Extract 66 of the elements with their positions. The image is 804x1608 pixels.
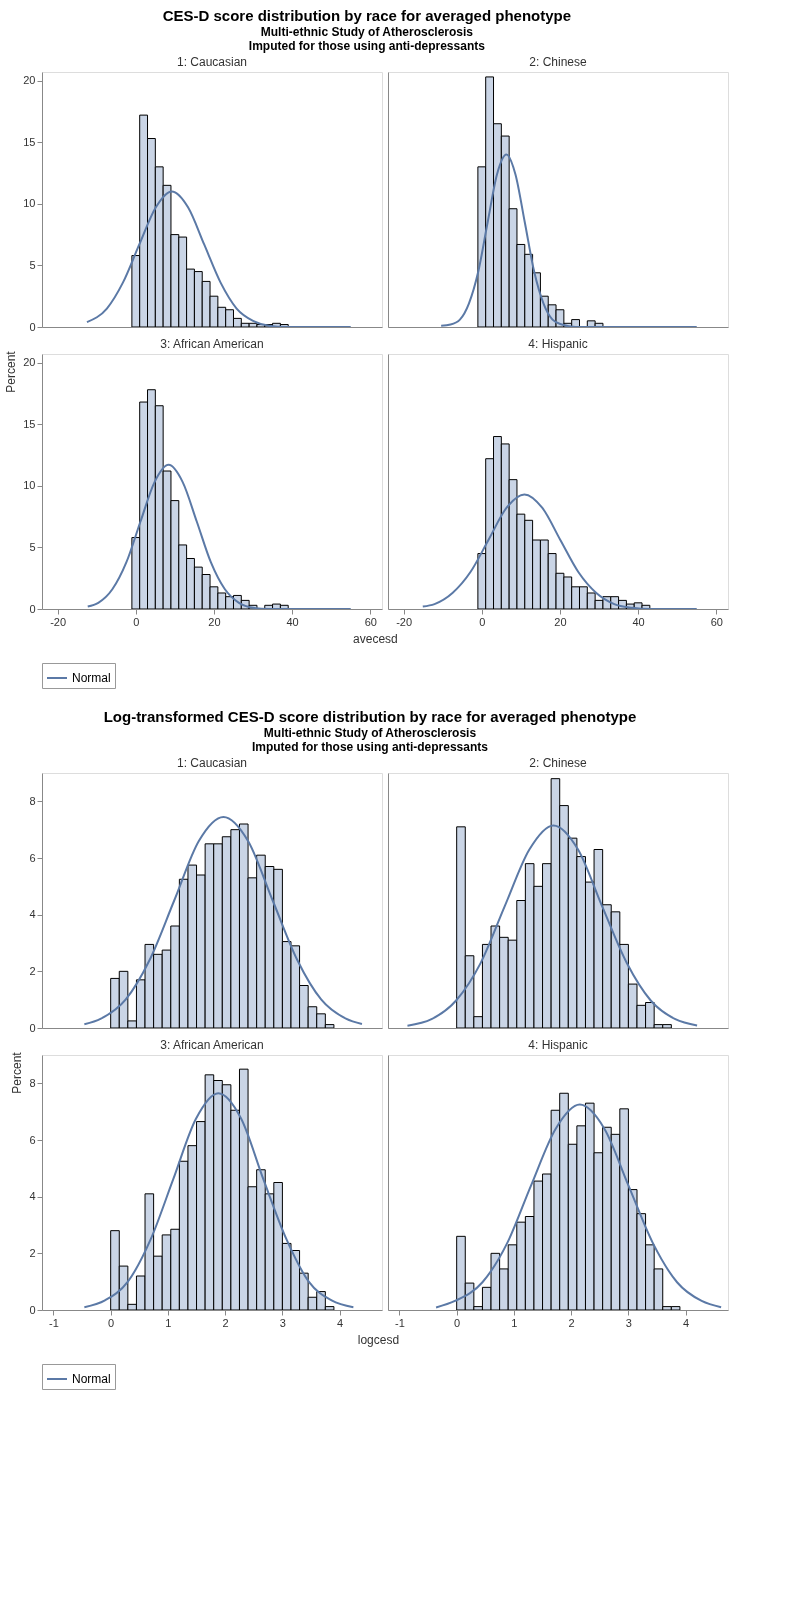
legend-label: Normal bbox=[72, 1372, 111, 1386]
text: Multi-ethnic Study of Atherosclerosis bbox=[260, 24, 474, 39]
x-tick-label: 0 bbox=[108, 1316, 115, 1329]
text: Log-transformed CES-D score distribution by race for averaged phenotype bbox=[103, 707, 637, 725]
y-axis-title: Percent bbox=[4, 350, 19, 393]
y-tick-label: 2 bbox=[29, 964, 36, 977]
y-tick-label: 20 bbox=[23, 74, 36, 87]
x-axis-title: logcesd bbox=[357, 1332, 400, 1347]
x-tick-label: 20 bbox=[208, 615, 221, 628]
x-tick-label: 4 bbox=[337, 1316, 344, 1329]
x-tick-label: 4 bbox=[683, 1316, 690, 1329]
y-tick-label: 6 bbox=[29, 851, 36, 864]
x-tick-label: 1 bbox=[165, 1316, 172, 1329]
x-tick-label: 1 bbox=[511, 1316, 518, 1329]
x-axis-title: avecesd bbox=[353, 631, 398, 646]
chart-title: 3: African American bbox=[160, 337, 264, 351]
text: Multi-ethnic Study of Atherosclerosis bbox=[263, 725, 477, 740]
line-series bbox=[83, 815, 363, 1026]
x-tick-label: 3 bbox=[625, 1316, 632, 1329]
legend-label: Normal bbox=[72, 671, 111, 685]
x-tick-label: -20 bbox=[396, 615, 413, 628]
chart-title: 2: Chinese bbox=[529, 756, 588, 770]
y-tick-label: 5 bbox=[29, 540, 36, 553]
x-tick-label: 0 bbox=[479, 615, 486, 628]
chart-title: 4: Hispanic bbox=[528, 1038, 588, 1052]
x-tick-label: 3 bbox=[279, 1316, 286, 1329]
y-tick-label: 10 bbox=[23, 197, 36, 210]
x-tick-label: 20 bbox=[554, 615, 567, 628]
y-tick-label: 0 bbox=[29, 602, 36, 615]
y-tick-label: 15 bbox=[23, 135, 36, 148]
y-tick-label: 15 bbox=[23, 417, 36, 430]
x-tick-label: 60 bbox=[710, 615, 723, 628]
x-tick-label: 40 bbox=[632, 615, 645, 628]
chart-title: 4: Hispanic bbox=[528, 337, 588, 351]
x-tick-label: 60 bbox=[364, 615, 377, 628]
y-axis-title: Percent bbox=[10, 1051, 25, 1094]
line-series bbox=[85, 190, 352, 327]
chart-title: 2: Chinese bbox=[529, 55, 588, 69]
y-tick-label: 4 bbox=[29, 908, 36, 921]
x-tick-label: 0 bbox=[133, 615, 140, 628]
y-tick-label: 0 bbox=[29, 1303, 36, 1316]
x-tick-label: -1 bbox=[49, 1316, 59, 1329]
chart-title: 1: Caucasian bbox=[176, 756, 248, 770]
line-series bbox=[83, 1092, 355, 1309]
text: CES-D score distribution by race for averaged phenotype bbox=[162, 6, 572, 24]
text: Imputed for those using anti-depressants bbox=[248, 38, 486, 53]
x-tick-label: -20 bbox=[50, 615, 67, 628]
x-tick-label: 2 bbox=[222, 1316, 229, 1329]
chart-title: 1: Caucasian bbox=[176, 55, 248, 69]
y-tick-label: 0 bbox=[29, 320, 36, 333]
x-tick-label: -1 bbox=[395, 1316, 405, 1329]
y-tick-label: 6 bbox=[29, 1133, 36, 1146]
y-tick-label: 8 bbox=[29, 1076, 36, 1089]
y-tick-label: 8 bbox=[29, 794, 36, 807]
x-tick-label: 40 bbox=[286, 615, 299, 628]
y-tick-label: 4 bbox=[29, 1190, 36, 1203]
y-tick-label: 5 bbox=[29, 258, 36, 271]
chart-title: 3: African American bbox=[160, 1038, 264, 1052]
x-tick-label: 0 bbox=[454, 1316, 461, 1329]
y-tick-label: 20 bbox=[23, 356, 36, 369]
x-tick-label: 2 bbox=[568, 1316, 575, 1329]
y-tick-label: 10 bbox=[23, 479, 36, 492]
y-tick-label: 2 bbox=[29, 1246, 36, 1259]
text: Imputed for those using anti-depressants bbox=[251, 739, 489, 754]
line-series bbox=[86, 463, 352, 609]
y-tick-label: 0 bbox=[29, 1021, 36, 1034]
